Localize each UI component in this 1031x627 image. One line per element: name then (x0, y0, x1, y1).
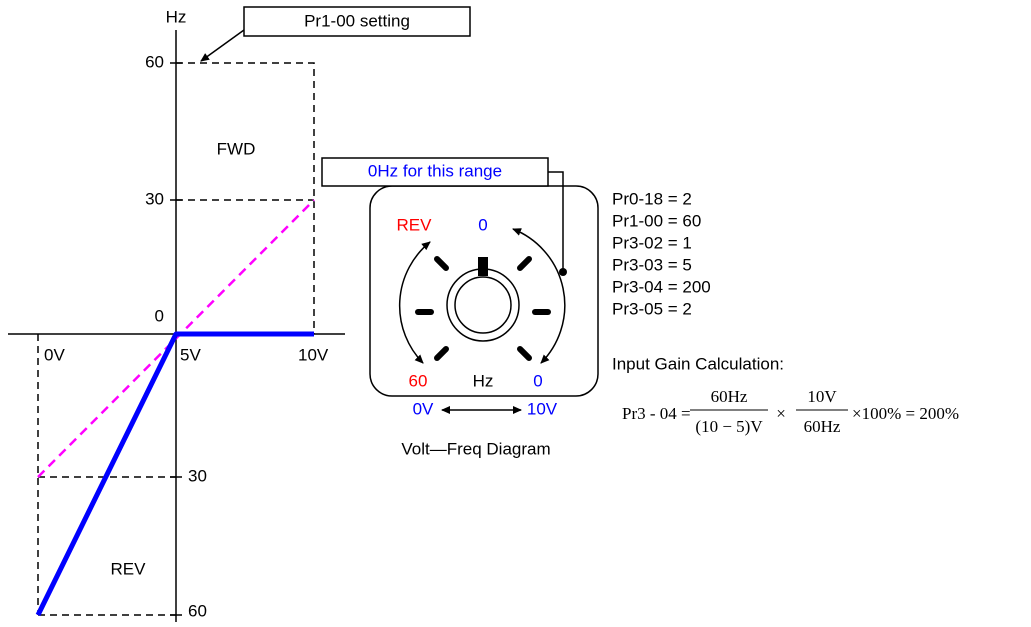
times: × (776, 404, 786, 423)
parameter: Pr1-00 = 60 (612, 211, 701, 230)
x-tick-label: 0V (44, 345, 65, 364)
parameter: Pr0-18 = 2 (612, 189, 692, 208)
callout-text: Pr1-00 setting (304, 11, 410, 30)
parameter: Pr3-02 = 1 (612, 233, 692, 252)
y-tick-label: 30 (145, 189, 164, 208)
dial-callout-box (321, 157, 549, 187)
y-tick-label: 0 (155, 306, 164, 325)
fraction-den: 60Hz (804, 417, 841, 436)
dial-callout-leader (548, 171, 564, 272)
fraction-num: 10V (807, 387, 837, 406)
formula-rest: ×100% = 200% (852, 404, 959, 423)
y-tick-label: 30 (188, 466, 207, 485)
guides (37, 62, 315, 616)
callout-box (243, 6, 471, 37)
parameter: Pr3-05 = 2 (612, 299, 692, 318)
dial-rev: REV (397, 215, 433, 234)
y-tick-label: 60 (145, 52, 164, 71)
knob-inner (454, 276, 512, 334)
volt-max: 10V (527, 399, 558, 418)
fraction-num: 60Hz (711, 387, 748, 406)
formula-lhs: Pr3 - 04 = (622, 404, 691, 423)
dial-arc-right (512, 228, 566, 364)
dial-left: 60 (409, 371, 428, 390)
dial-tick (434, 256, 449, 271)
dial-caption: Volt—Freq Diagram (401, 439, 550, 458)
leader-dot (559, 268, 567, 276)
dial-unit: Hz (473, 371, 494, 390)
x-tick-label: 10V (298, 345, 329, 364)
fraction-den: (10 − 5)V (695, 417, 763, 436)
formula: Pr3 - 04 = 60Hz (10 − 5)V × 10V 60Hz ×10… (622, 387, 959, 436)
volt-min: 0V (413, 399, 434, 418)
x-tick-label: 5V (180, 345, 201, 364)
dial-tick (434, 346, 449, 361)
parameter: Pr3-04 = 200 (612, 277, 711, 296)
callout-arrow (200, 29, 245, 62)
y-tick-label: 60 (188, 601, 207, 620)
parameter: Pr3-03 = 5 (612, 255, 692, 274)
calc-title: Input Gain Calculation: (612, 354, 784, 373)
guide-60 (176, 62, 315, 334)
fwd-label: FWD (217, 139, 256, 158)
dial-top: 0 (478, 215, 487, 234)
output-line (35, 331, 314, 617)
dial-arc-left (398, 241, 431, 364)
y-unit: Hz (166, 7, 187, 26)
axis-ticks (170, 62, 182, 616)
dial-right: 0 (533, 371, 542, 390)
dial-callout-text: 0Hz for this range (368, 161, 502, 180)
rev-label: REV (111, 559, 147, 578)
parameter-list: Pr0-18 = 2 Pr1-00 = 60 Pr3-02 = 1 Pr3-03 = … (612, 189, 711, 318)
